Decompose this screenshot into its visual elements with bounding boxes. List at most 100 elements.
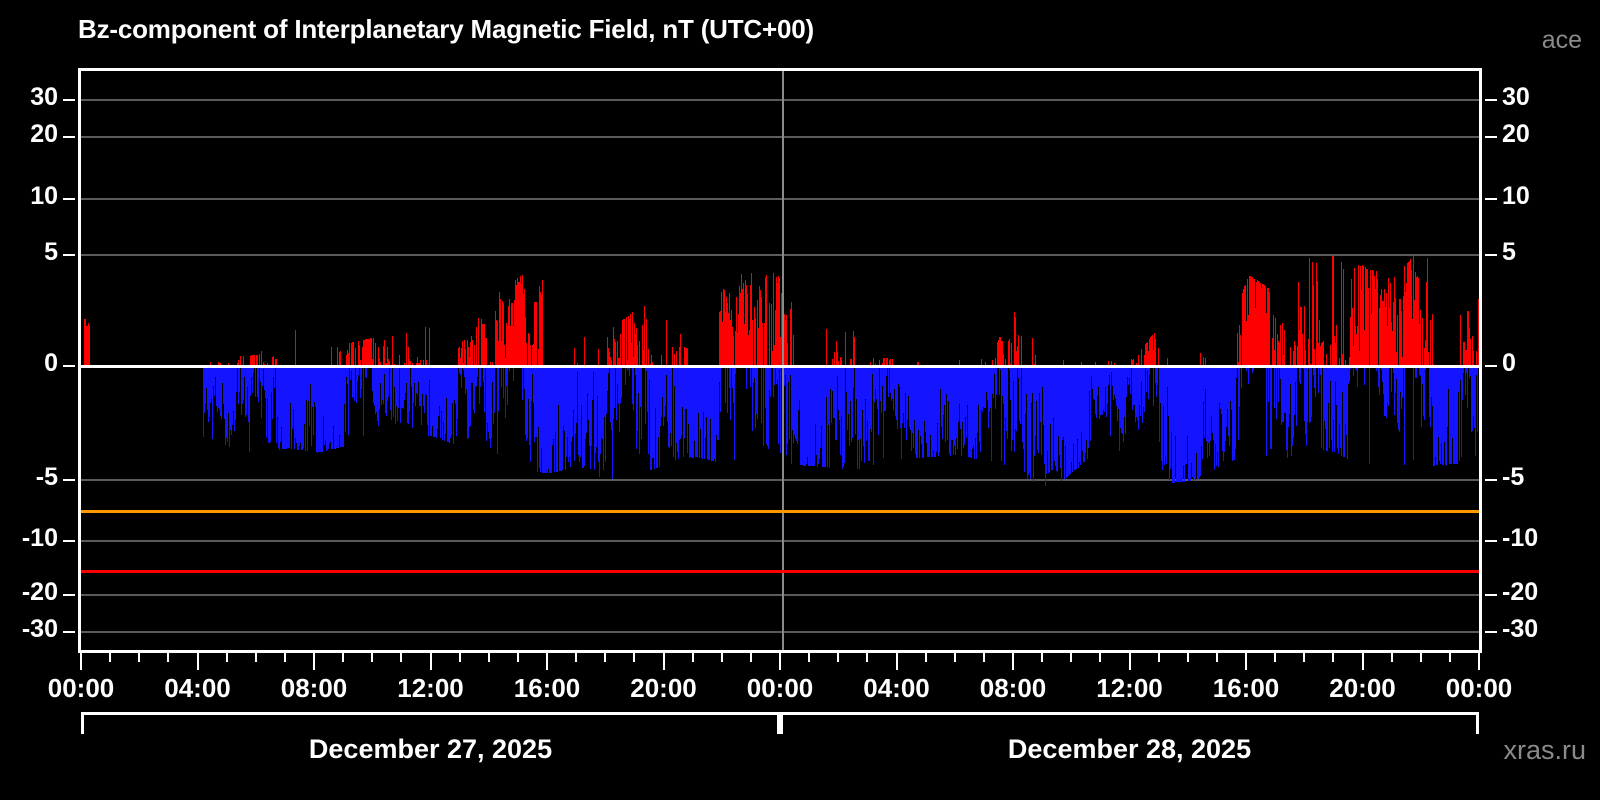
bz-bar: [1137, 366, 1139, 410]
bz-bar: [477, 366, 479, 378]
bz-bar: [1424, 347, 1426, 366]
bz-bar: [1001, 340, 1003, 366]
bz-bar: [745, 330, 747, 366]
bz-bar: [814, 366, 816, 467]
bz-bar: [308, 366, 310, 387]
bz-bar: [732, 335, 734, 366]
bz-bar: [620, 334, 622, 366]
bz-bar: [615, 348, 617, 366]
bz-bar: [1327, 366, 1329, 452]
bz-bar: [1229, 366, 1231, 415]
bz-bar: [1398, 366, 1400, 433]
bz-bar: [624, 329, 626, 366]
bz-bar: [595, 366, 597, 448]
bz-bar: [481, 318, 483, 366]
bz-bar: [1271, 366, 1273, 449]
bz-bar: [267, 362, 269, 366]
bz-bar: [1432, 366, 1434, 406]
bz-bar: [840, 366, 842, 417]
bz-bar: [1245, 284, 1247, 366]
bz-bar: [1457, 366, 1459, 392]
bz-bar: [255, 366, 257, 387]
bz-bar: [516, 278, 518, 366]
bz-bar: [958, 366, 960, 422]
bz-bar: [1298, 330, 1301, 366]
bz-bar: [904, 366, 906, 393]
bz-bar: [1403, 296, 1405, 366]
bz-bar: [455, 366, 457, 437]
gridline-10: [81, 198, 1479, 200]
bz-bar: [1356, 366, 1358, 387]
bz-bar: [660, 366, 662, 371]
x-tick-minor: [1099, 653, 1102, 662]
bz-bar: [1234, 366, 1236, 450]
bz-bar: [1335, 366, 1337, 405]
bz-bar: [1388, 366, 1390, 407]
bz-bar: [379, 362, 381, 366]
bz-bar: [706, 366, 708, 459]
bz-bar: [1363, 366, 1365, 385]
bz-bar: [982, 366, 984, 407]
bz-bar: [360, 366, 362, 399]
bz-bar: [852, 366, 854, 438]
bz-bar: [1045, 366, 1047, 475]
bz-bar: [933, 366, 936, 457]
bz-bar: [961, 366, 963, 449]
bz-bar: [649, 366, 651, 379]
bz-bar: [845, 355, 847, 366]
bz-bar: [1348, 356, 1351, 366]
bz-bar: [354, 366, 356, 401]
bz-bar: [1381, 305, 1383, 366]
bz-bar: [831, 366, 833, 424]
bz-bar: [399, 354, 401, 366]
bz-bar: [380, 366, 382, 406]
bz-bar: [665, 366, 667, 407]
bz-bar: [1292, 350, 1294, 366]
bz-bar: [321, 366, 323, 452]
bz-bar: [265, 366, 267, 438]
bz-bar: [424, 366, 426, 402]
bz-bar: [673, 366, 675, 386]
bz-bar: [486, 366, 488, 423]
bz-bar: [239, 366, 241, 381]
bz-bar: [1427, 352, 1429, 366]
bz-bar: [583, 336, 586, 366]
bz-bar: [1309, 366, 1311, 423]
bz-bar: [1284, 366, 1286, 406]
bz-bar: [1238, 361, 1240, 366]
bz-bar: [521, 274, 523, 366]
bz-bar: [1202, 366, 1204, 429]
bz-bar: [1090, 366, 1092, 432]
bz-bar: [1063, 360, 1065, 366]
y-tick-mark-right--30: [1485, 631, 1497, 633]
bz-bar: [1000, 352, 1002, 366]
bz-bar: [1403, 366, 1405, 466]
bz-bar: [363, 366, 365, 436]
bz-bar: [1462, 341, 1464, 366]
bz-bar: [467, 346, 470, 366]
bz-bar: [797, 366, 799, 439]
x-tick-label: 08:00: [979, 673, 1047, 703]
x-tick-label: 16:00: [1212, 673, 1280, 703]
bz-bar: [1062, 366, 1064, 438]
bz-bar: [480, 366, 482, 387]
bz-bar: [1318, 366, 1320, 394]
x-tick-minor: [866, 653, 869, 662]
bz-bar: [639, 341, 641, 366]
bz-bar: [1320, 346, 1322, 366]
bz-bar: [288, 366, 290, 449]
bz-bar: [686, 366, 688, 453]
bz-bar: [766, 366, 768, 445]
bz-bar: [1428, 360, 1430, 366]
bz-bar: [411, 363, 413, 366]
bz-bar: [254, 355, 256, 366]
bz-bar: [274, 366, 276, 389]
bz-bar: [1404, 266, 1406, 366]
bz-bar: [1128, 366, 1130, 386]
bz-bar: [1154, 360, 1156, 366]
bz-bar: [468, 356, 470, 366]
bz-bar: [221, 366, 223, 420]
bz-bar: [945, 366, 947, 442]
bz-bar: [475, 326, 477, 366]
bz-bar: [613, 326, 615, 366]
